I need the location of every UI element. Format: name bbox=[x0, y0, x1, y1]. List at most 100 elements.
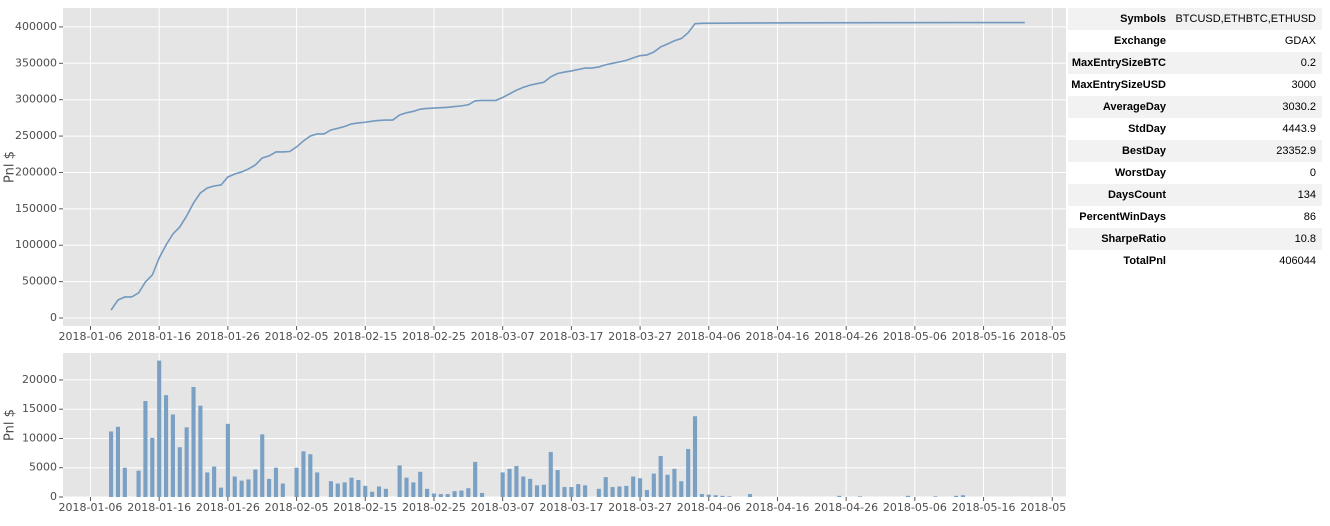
stat-name: StdDay bbox=[1128, 123, 1166, 135]
bar bbox=[246, 479, 251, 497]
x-tick-label: 2018-02-25 bbox=[402, 501, 466, 514]
bar bbox=[198, 405, 203, 497]
bar bbox=[342, 482, 347, 497]
table-row: AverageDay 3030.2 bbox=[1068, 96, 1322, 118]
stat-value: 134 bbox=[1297, 189, 1316, 201]
bar bbox=[404, 477, 409, 497]
bar bbox=[356, 480, 361, 497]
y-axis-label: Pnl $ bbox=[3, 151, 18, 183]
table-row: MaxEntrySizeUSD 3000 bbox=[1068, 74, 1322, 96]
x-tick-label: 2018-03-07 bbox=[471, 330, 535, 343]
x-tick-label: 2018-05-16 bbox=[952, 330, 1016, 343]
x-tick-label: 2018-02-05 bbox=[265, 330, 329, 343]
bar bbox=[528, 478, 533, 497]
stat-value: 3000 bbox=[1291, 79, 1316, 91]
bar bbox=[445, 494, 450, 497]
x-tick-label: 2018-04-26 bbox=[814, 330, 878, 343]
stat-value: GDAX bbox=[1284, 35, 1316, 47]
y-tick-label: 20000 bbox=[22, 373, 57, 386]
bar bbox=[177, 447, 182, 497]
bar bbox=[747, 494, 753, 497]
bar bbox=[837, 495, 842, 497]
bar bbox=[954, 495, 959, 497]
bar bbox=[631, 476, 636, 497]
stat-name: SharpeRatio bbox=[1101, 233, 1166, 245]
pnl-line bbox=[110, 21, 1025, 311]
bar bbox=[184, 427, 189, 497]
bar bbox=[397, 465, 402, 497]
plot-background bbox=[63, 353, 1066, 497]
stat-value: 406044 bbox=[1279, 255, 1316, 267]
x-tick-label: 2018-03-27 bbox=[608, 330, 672, 343]
bar bbox=[308, 454, 313, 497]
x-tick-label: 2018-05-06 bbox=[883, 330, 947, 343]
plot-background bbox=[63, 8, 1066, 326]
x-tick-label: 2018-03-27 bbox=[608, 501, 672, 514]
bar bbox=[514, 465, 519, 497]
y-axis-label: Pnl $ bbox=[3, 409, 18, 441]
x-tick-label: 2018-04-06 bbox=[677, 330, 741, 343]
y-tick-label: 400000 bbox=[15, 20, 57, 33]
x-tick-label: 2018-05-26 bbox=[1020, 330, 1066, 343]
bar bbox=[157, 360, 162, 497]
bar bbox=[191, 386, 196, 497]
bar bbox=[569, 487, 574, 497]
stat-value: 0 bbox=[1309, 167, 1316, 179]
bar bbox=[713, 495, 718, 497]
y-tick-label: 50000 bbox=[22, 275, 57, 288]
bar bbox=[658, 456, 663, 497]
stat-name: Exchange bbox=[1114, 35, 1166, 47]
bar bbox=[328, 481, 333, 497]
bar bbox=[960, 495, 966, 497]
y-tick-label: 350000 bbox=[15, 56, 57, 69]
bar bbox=[273, 467, 279, 497]
stat-name: Symbols bbox=[1120, 13, 1166, 25]
bar bbox=[280, 483, 285, 497]
stat-value: 3030.2 bbox=[1282, 101, 1316, 113]
bar bbox=[150, 437, 155, 497]
table-row: StdDay 4443.9 bbox=[1068, 118, 1322, 140]
y-tick-label: 0 bbox=[50, 490, 57, 503]
bar bbox=[699, 494, 704, 497]
bar bbox=[548, 451, 553, 497]
bar bbox=[679, 481, 684, 497]
x-tick-label: 2018-03-17 bbox=[539, 501, 603, 514]
stat-value: 10.8 bbox=[1294, 233, 1316, 245]
y-tick-label: 15000 bbox=[22, 402, 57, 415]
bar bbox=[672, 468, 677, 497]
x-tick-label: 2018-03-07 bbox=[471, 501, 535, 514]
stat-name: MaxEntrySizeBTC bbox=[1071, 57, 1166, 69]
bar bbox=[857, 496, 862, 497]
bar bbox=[466, 488, 471, 497]
bar bbox=[376, 486, 382, 497]
bar bbox=[239, 480, 244, 497]
bar bbox=[212, 466, 217, 497]
stat-name: AverageDay bbox=[1102, 101, 1166, 113]
bar bbox=[473, 461, 478, 497]
charts: 0500001000001500002000002500003000003500… bbox=[3, 8, 1066, 514]
x-tick-label: 2018-01-06 bbox=[59, 501, 123, 514]
bar bbox=[370, 491, 375, 497]
bar bbox=[507, 468, 512, 497]
x-tick-label: 2018-04-06 bbox=[677, 501, 741, 514]
bar bbox=[411, 482, 416, 497]
x-tick-label: 2018-01-06 bbox=[59, 330, 123, 343]
bar bbox=[692, 416, 698, 497]
bar bbox=[665, 474, 670, 497]
stat-name: PercentWinDays bbox=[1079, 211, 1166, 223]
table-row: Symbols BTCUSD,ETHBTC,ETHUSD bbox=[1068, 8, 1322, 30]
bar bbox=[431, 493, 437, 497]
x-tick-label: 2018-02-05 bbox=[265, 501, 329, 514]
table-row: SharpeRatio 10.8 bbox=[1068, 228, 1322, 250]
bar bbox=[301, 451, 306, 497]
stat-value: 4443.9 bbox=[1282, 123, 1316, 135]
x-tick-label: 2018-05-16 bbox=[952, 501, 1016, 514]
stat-value: 86 bbox=[1303, 211, 1316, 223]
table-row: MaxEntrySizeBTC 0.2 bbox=[1068, 52, 1322, 74]
stat-name: BestDay bbox=[1121, 145, 1166, 157]
table-row: WorstDay 0 bbox=[1068, 162, 1322, 184]
bar bbox=[115, 426, 121, 497]
table-row: TotalPnl 406044 bbox=[1068, 250, 1322, 272]
bar bbox=[905, 495, 911, 497]
y-tick-label: 300000 bbox=[15, 93, 57, 106]
